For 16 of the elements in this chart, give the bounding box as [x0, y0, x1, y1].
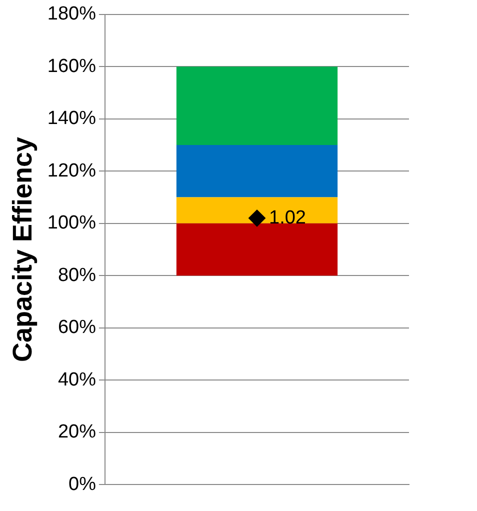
y-tick-label: 120% [47, 160, 96, 182]
y-tick-label: 80% [58, 264, 96, 286]
bar [176, 145, 338, 198]
y-tick-label: 60% [58, 317, 96, 338]
y-tick-label: 160% [47, 56, 96, 77]
y-tick-label: 0% [68, 474, 96, 495]
y-tick-label: 40% [58, 369, 96, 390]
y-axis-title: Capacity Effiency [8, 136, 38, 362]
y-tick-label: 100% [47, 212, 96, 234]
y-tick-label: 180% [47, 4, 96, 25]
y-tick-label: 20% [58, 422, 96, 443]
bar [176, 197, 338, 224]
bar [176, 66, 338, 146]
bar [176, 223, 338, 276]
data-label: 1.02 [268, 207, 306, 228]
y-tick-label: 140% [47, 108, 96, 130]
